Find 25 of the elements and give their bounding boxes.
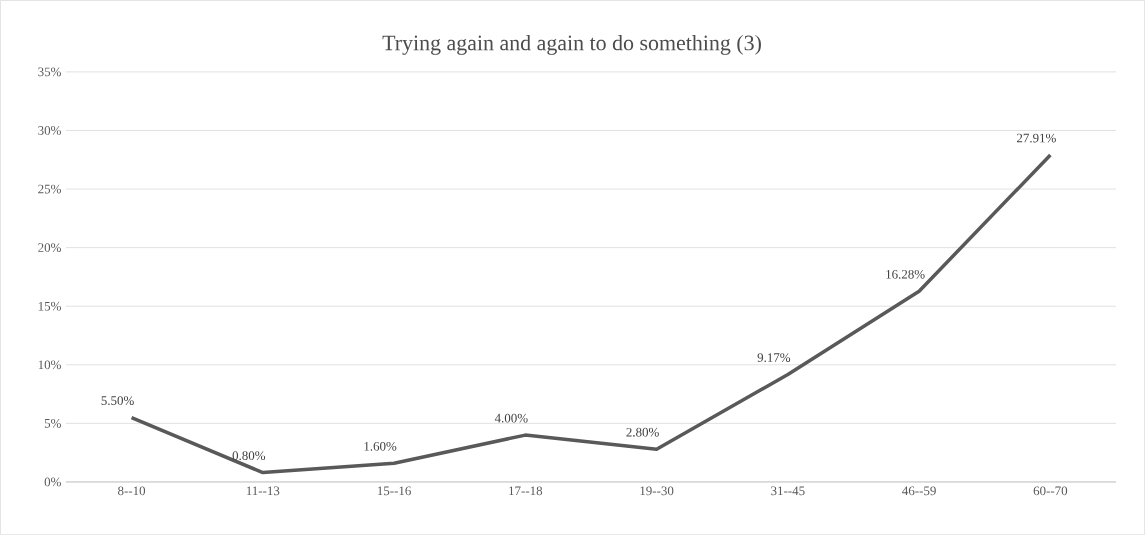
y-tick-label: 10% (38, 360, 61, 370)
data-label: 1.60% (364, 441, 397, 451)
y-tick-label: 20% (38, 243, 61, 253)
y-tick-label: 0% (44, 477, 61, 487)
data-label: 2.80% (626, 427, 659, 437)
x-tick-label: 17--18 (509, 486, 543, 496)
y-tick-label: 35% (38, 67, 61, 77)
x-tick-label: 46--59 (902, 486, 936, 496)
data-label: 0.80% (232, 451, 266, 461)
data-label: 5.50% (101, 396, 134, 406)
x-tick-label: 11--13 (246, 486, 280, 496)
x-tick-label: 19--30 (640, 486, 674, 496)
chart-title: Trying again and again to do something (3) (382, 34, 761, 55)
x-tick-label: 15--16 (377, 486, 411, 496)
x-tick-label: 60--70 (1033, 486, 1068, 496)
data-label: 9.17% (757, 353, 791, 363)
data-label: 27.91% (1016, 133, 1056, 143)
x-tick-label: 31--45 (771, 486, 805, 496)
y-tick-label: 5% (44, 419, 61, 428)
y-tick-label: 15% (38, 301, 61, 311)
data-label: 4.00% (494, 413, 528, 423)
y-tick-label: 30% (38, 126, 61, 135)
y-tick-label: 25% (38, 184, 61, 194)
x-tick-label: 8--10 (118, 486, 146, 496)
data-label: 16.28% (886, 269, 925, 279)
